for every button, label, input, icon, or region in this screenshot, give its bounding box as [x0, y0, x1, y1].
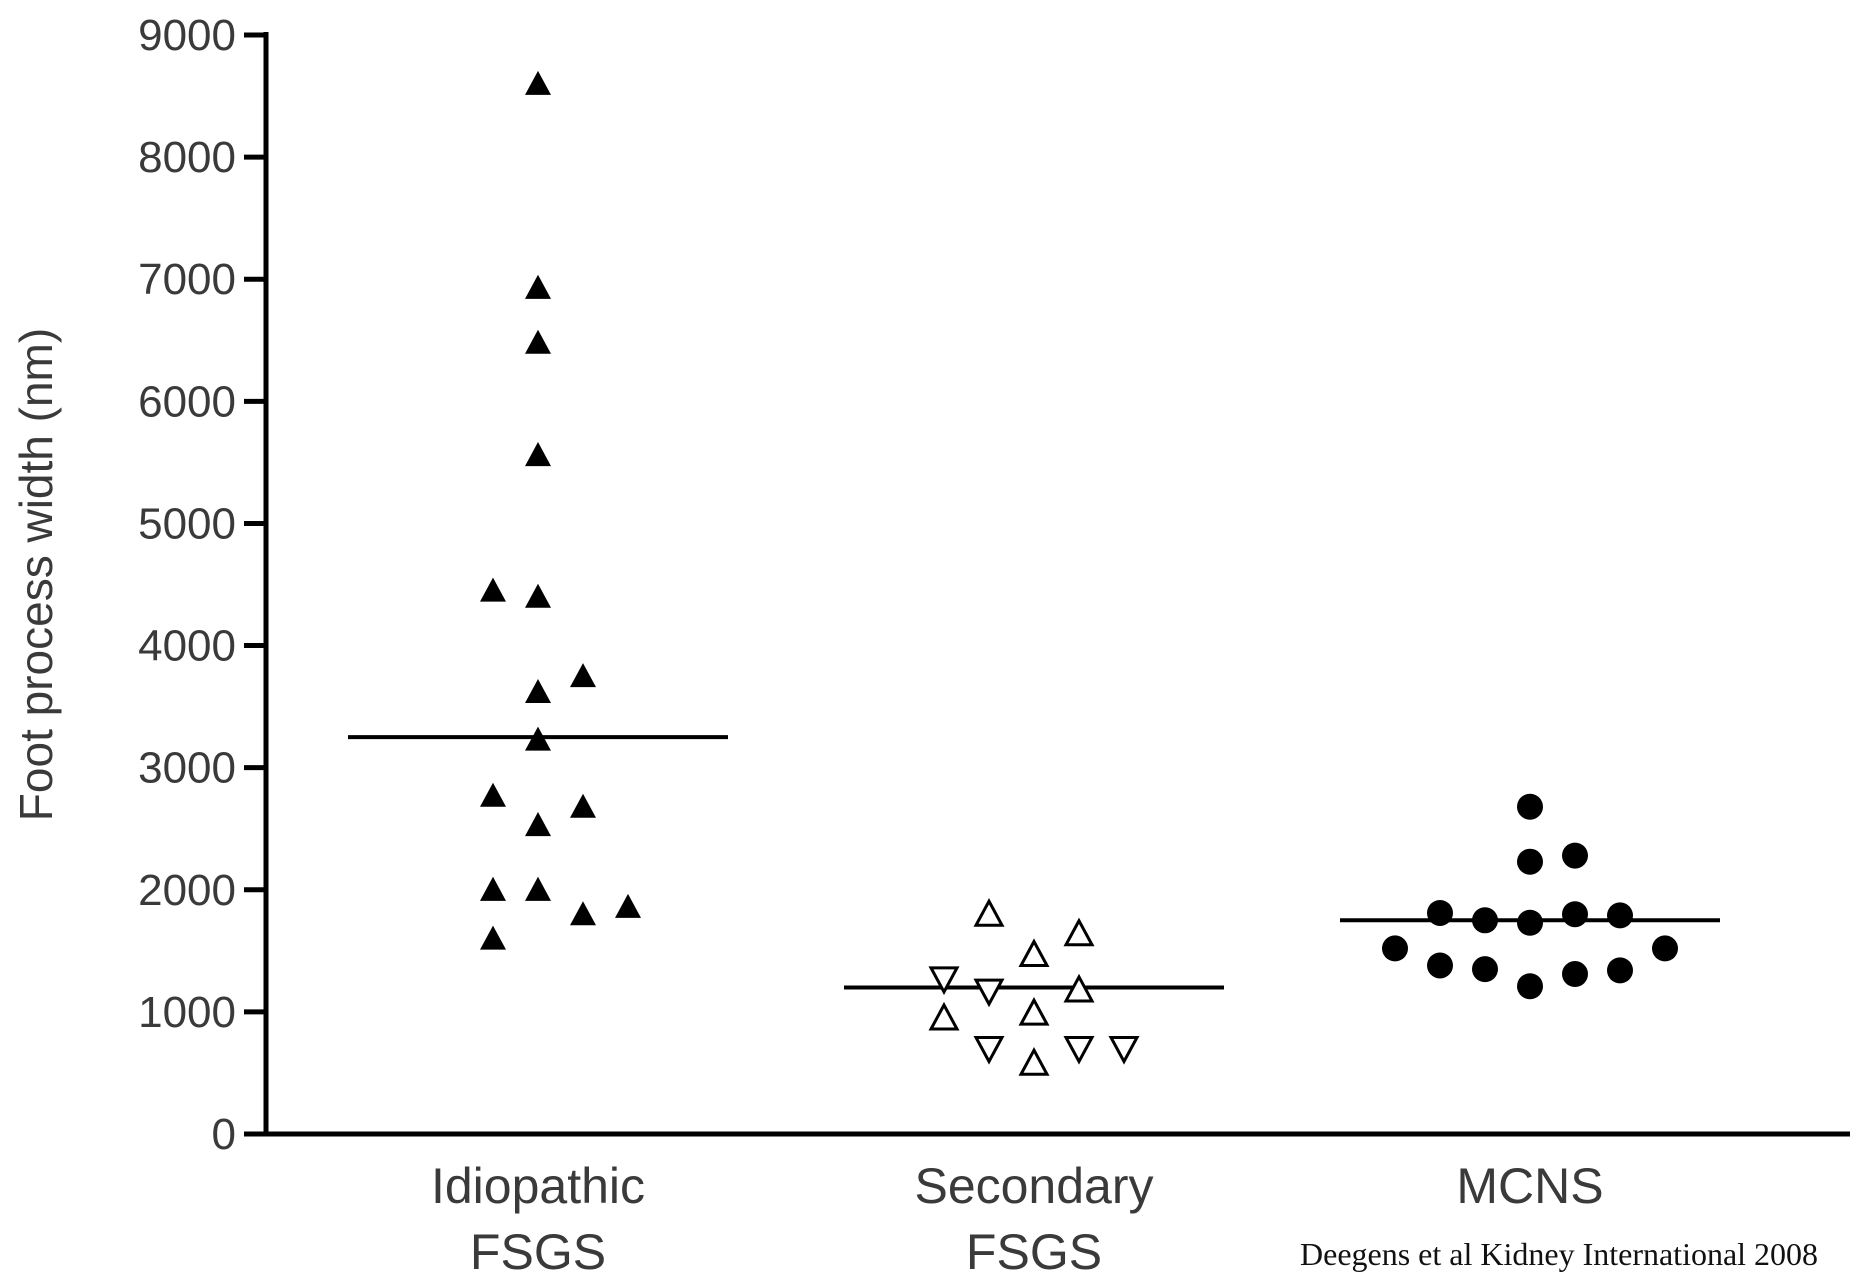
- data-point: [1517, 848, 1543, 875]
- x-category-label: Secondary: [914, 1158, 1153, 1214]
- y-tick-label: 9000: [138, 11, 236, 60]
- data-point: [525, 70, 551, 95]
- data-point: [1562, 961, 1588, 988]
- data-point: [525, 329, 551, 354]
- data-point: [928, 1001, 960, 1031]
- data-point: [615, 893, 641, 918]
- data-point: [928, 966, 960, 996]
- y-tick-label: 2000: [138, 866, 236, 915]
- x-category-label: MCNS: [1456, 1158, 1603, 1214]
- data-point: [1427, 952, 1453, 979]
- data-point: [1018, 1047, 1050, 1076]
- data-point: [1063, 973, 1095, 1003]
- y-tick-label: 0: [212, 1110, 236, 1159]
- data-point: [1018, 938, 1050, 968]
- y-tick-label: 4000: [138, 622, 236, 671]
- data-point: [973, 978, 1005, 1008]
- y-axis-title: Foot process width (nm): [10, 328, 62, 821]
- data-points: [480, 70, 1678, 1076]
- data-point: [525, 678, 551, 704]
- data-point: [1063, 1035, 1095, 1065]
- x-category-label: FSGS: [966, 1224, 1102, 1279]
- source-credit: Deegens et al Kidney International 2008: [1300, 1236, 1819, 1272]
- x-category-label: FSGS: [470, 1224, 606, 1279]
- data-point: [1517, 909, 1543, 936]
- data-point: [1607, 957, 1633, 984]
- y-tick-label: 7000: [138, 255, 236, 304]
- data-point: [1652, 935, 1678, 962]
- y-tick-label: 5000: [138, 499, 236, 548]
- data-point: [480, 925, 506, 950]
- data-point: [525, 726, 551, 751]
- data-point: [973, 1035, 1005, 1065]
- data-point: [525, 583, 551, 608]
- data-point: [1517, 793, 1543, 820]
- data-point: [1427, 899, 1453, 926]
- data-point: [525, 812, 551, 837]
- x-category-label: Idiopathic: [431, 1158, 645, 1214]
- data-point: [480, 876, 506, 901]
- data-point: [570, 901, 596, 926]
- data-point: [1108, 1035, 1140, 1065]
- data-point: [525, 442, 551, 467]
- data-point: [525, 274, 551, 299]
- y-tick-label: 8000: [138, 133, 236, 182]
- data-point: [1562, 901, 1588, 928]
- data-point: [570, 663, 596, 688]
- data-point: [480, 782, 506, 807]
- data-point: [1063, 917, 1095, 947]
- data-point: [1562, 842, 1588, 869]
- data-point: [1382, 935, 1408, 962]
- data-point: [1517, 973, 1543, 1000]
- data-point: [1607, 902, 1633, 929]
- data-point: [973, 898, 1005, 927]
- y-tick-label: 1000: [138, 988, 236, 1037]
- data-point: [570, 793, 596, 818]
- data-point: [525, 876, 551, 901]
- data-point: [1472, 907, 1498, 934]
- y-tick-label: 3000: [138, 744, 236, 793]
- data-point: [1472, 956, 1498, 983]
- x-axis-category-labels: Idiopathic FSGS Secondary FSGS MCNS: [431, 1158, 1604, 1279]
- y-tick-label: 6000: [138, 377, 236, 426]
- y-axis-ticks: 0 1000 2000 3000 4000 5000 6000 7000 8000 9000: [138, 11, 266, 1159]
- data-point: [480, 577, 506, 602]
- data-point: [1018, 996, 1050, 1026]
